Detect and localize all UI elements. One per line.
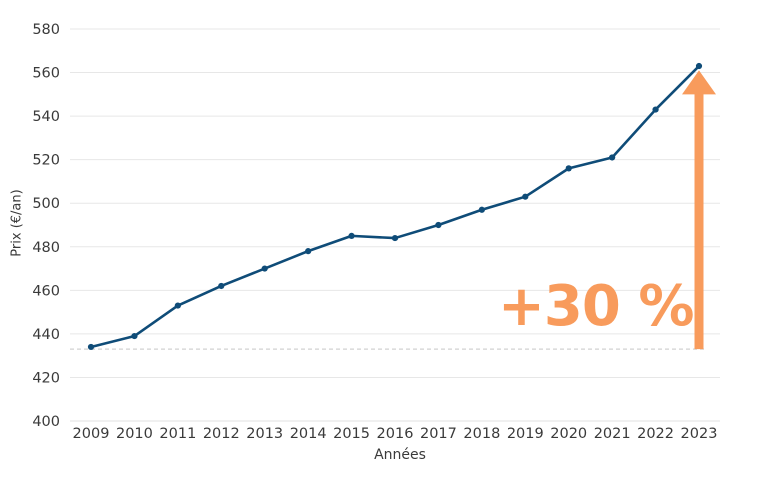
data-point-marker <box>261 265 268 272</box>
x-tick-label: 2022 <box>637 426 674 442</box>
data-point-marker <box>174 302 181 309</box>
data-point-marker <box>609 154 616 161</box>
x-tick-label: 2016 <box>377 426 414 442</box>
data-point-marker <box>305 248 312 255</box>
x-tick-label: 2018 <box>463 426 500 442</box>
x-axis-title: Années <box>374 447 426 463</box>
x-tick-label: 2013 <box>246 426 283 442</box>
data-point-marker <box>218 282 225 290</box>
x-tick-label: 2020 <box>550 426 587 442</box>
data-point-marker <box>565 165 572 172</box>
data-point-marker <box>652 106 659 113</box>
x-tick-label: 2012 <box>203 426 240 442</box>
y-tick-label: 560 <box>32 66 60 82</box>
x-tick-label: 2009 <box>73 426 110 442</box>
data-point-marker <box>695 62 703 70</box>
growth-arrow <box>682 70 716 350</box>
y-tick-label: 400 <box>32 414 60 430</box>
y-tick-label: 460 <box>32 283 60 299</box>
y-axis-title: Prix (€/an) <box>9 189 25 257</box>
data-point-marker <box>87 343 95 351</box>
y-tick-label: 420 <box>32 370 60 386</box>
x-tick-label: 2023 <box>681 426 718 442</box>
x-tick-label: 2014 <box>290 426 327 442</box>
data-point-marker <box>131 332 138 340</box>
y-tick-label: 480 <box>32 240 60 256</box>
data-point-marker <box>478 206 485 213</box>
x-tick-label: 2017 <box>420 426 457 442</box>
data-point-marker <box>391 234 399 242</box>
growth-annotation-label: +30 % <box>498 274 694 339</box>
data-point-marker <box>348 232 355 239</box>
y-tick-label: 440 <box>32 327 60 343</box>
x-tick-label: 2021 <box>594 426 631 442</box>
x-tick-label: 2011 <box>159 426 196 442</box>
data-point-marker <box>522 193 529 200</box>
x-tick-label: 2015 <box>333 426 370 442</box>
x-tick-label: 2019 <box>507 426 544 442</box>
y-tick-label: 580 <box>32 22 60 38</box>
y-tick-label: 540 <box>32 109 60 125</box>
y-tick-label: 520 <box>32 153 60 169</box>
data-point-marker <box>435 221 442 229</box>
x-tick-label: 2010 <box>116 426 153 442</box>
y-tick-label: 500 <box>32 196 60 212</box>
